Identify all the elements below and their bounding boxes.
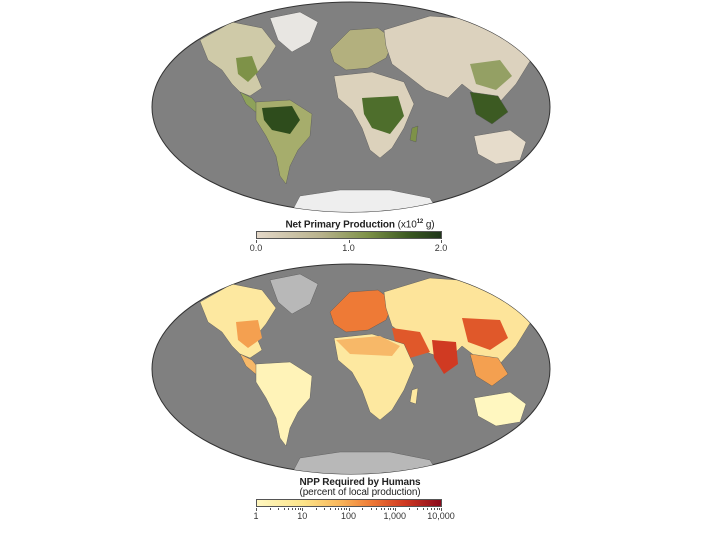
scale-minor-tick xyxy=(387,508,389,510)
scale-tick-label: 1.0 xyxy=(342,243,355,253)
scale-minor-tick xyxy=(283,508,285,510)
human-npp-map xyxy=(151,263,551,475)
se-asia xyxy=(469,353,509,387)
amazon xyxy=(262,106,300,134)
us-east xyxy=(236,320,262,348)
scale-minor-tick xyxy=(390,508,392,510)
scale-tick-label: 0.0 xyxy=(249,243,263,253)
scale-minor-tick xyxy=(269,508,271,510)
scale-tick-label: 2.0 xyxy=(434,243,448,253)
scale-minor-tick xyxy=(291,508,293,510)
scale-minor-tick xyxy=(346,508,348,510)
australia xyxy=(473,129,527,165)
scale-tick xyxy=(394,508,396,511)
scale-tick xyxy=(256,240,257,243)
scale-minor-tick xyxy=(392,508,394,510)
china-east xyxy=(462,318,508,350)
human-npp-legend-title: NPP Required by Humans (percent of local… xyxy=(250,477,470,498)
scale-minor-tick xyxy=(436,508,438,510)
congo xyxy=(362,96,404,134)
scale-minor-tick xyxy=(316,508,318,510)
scale-minor-tick xyxy=(362,508,364,510)
australia xyxy=(473,391,527,427)
europe xyxy=(329,27,395,71)
scale-tick-label: 100 xyxy=(340,511,357,521)
scale-tick-label: 10 xyxy=(297,511,308,521)
greenland xyxy=(269,11,319,53)
scale-minor-tick xyxy=(297,508,299,510)
npp-map xyxy=(151,1,551,213)
europe xyxy=(329,289,395,333)
npp-scale-ticks: 0.0 1.0 2.0 xyxy=(250,240,447,253)
human-npp-legend-subtitle: (percent of local production) xyxy=(299,487,421,498)
npp-legend-unit-prefix: (x10 xyxy=(397,219,417,231)
scale-tick xyxy=(302,508,304,511)
scale-minor-tick xyxy=(416,508,418,510)
madagascar xyxy=(409,387,419,405)
india xyxy=(432,340,458,374)
scale-minor-tick xyxy=(278,508,280,510)
scale-minor-tick xyxy=(376,508,378,510)
scale-minor-tick xyxy=(438,508,440,510)
scale-tick xyxy=(256,508,257,511)
scale-minor-tick xyxy=(433,508,435,510)
scale-tick-label: 1 xyxy=(253,511,259,521)
scale-minor-tick xyxy=(427,508,429,510)
scale-tick xyxy=(441,508,442,511)
greenland xyxy=(269,273,319,315)
madagascar xyxy=(409,125,419,143)
north-africa xyxy=(336,336,400,356)
scale-tick xyxy=(348,508,350,511)
scale-minor-tick xyxy=(330,508,332,510)
africa xyxy=(333,333,415,421)
npp-legend-title-text: Net Primary Production xyxy=(285,219,395,231)
china-east xyxy=(470,60,512,90)
scale-minor-tick xyxy=(380,508,382,510)
npp-color-scale xyxy=(256,231,442,239)
scale-minor-tick xyxy=(370,508,372,510)
se-asia xyxy=(469,91,509,125)
scale-minor-tick xyxy=(334,508,336,510)
scale-minor-tick xyxy=(324,508,326,510)
scale-minor-tick xyxy=(344,508,346,510)
scale-minor-tick xyxy=(341,508,343,510)
south-america xyxy=(255,361,313,447)
scale-minor-tick xyxy=(295,508,297,510)
npp-legend-unit-exponent: 12 xyxy=(416,219,424,225)
scale-minor-tick xyxy=(300,508,302,510)
npp-legend-unit-suffix: g) xyxy=(423,219,435,231)
scale-tick-label: 1,000 xyxy=(383,511,407,521)
npp-legend-title: Net Primary Production (x1012 g) xyxy=(250,219,470,230)
scale-tick xyxy=(441,240,442,243)
scale-minor-tick xyxy=(288,508,290,510)
na-forest xyxy=(236,56,258,82)
scale-tick xyxy=(348,240,350,243)
scale-minor-tick xyxy=(422,508,424,510)
scale-minor-tick xyxy=(338,508,340,510)
human-npp-scale-ticks: 1 10 100 1,000 10,000 xyxy=(253,508,455,521)
human-npp-legend-title-text: NPP Required by Humans xyxy=(299,477,421,488)
scale-tick-label: 10,000 xyxy=(427,511,455,521)
scale-minor-tick xyxy=(384,508,386,510)
scale-minor-tick xyxy=(430,508,432,510)
scale-minor-tick xyxy=(408,508,410,510)
human-npp-color-scale xyxy=(256,499,442,507)
